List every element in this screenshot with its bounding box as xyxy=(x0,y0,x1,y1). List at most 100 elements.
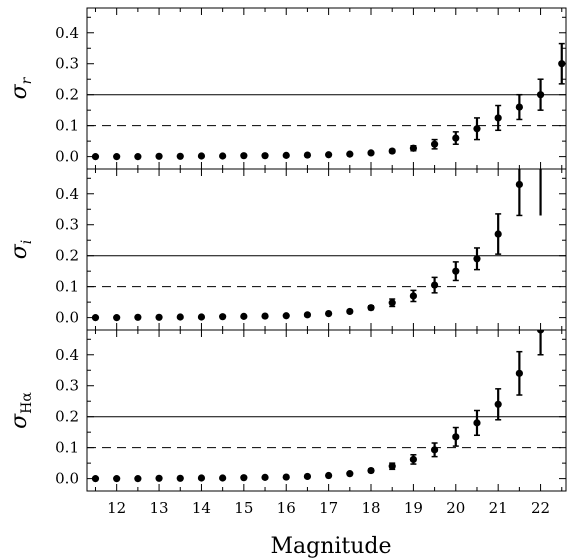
data-point-r-3 xyxy=(155,152,163,160)
y-tick-label-i-2: 0.2 xyxy=(55,247,79,265)
data-point-i-16 xyxy=(430,281,439,289)
data-point-ha-8 xyxy=(261,473,269,481)
y-tick-label-ha-4: 0.4 xyxy=(55,346,79,364)
data-point-r-1 xyxy=(113,153,121,161)
panel-frame-r xyxy=(86,7,567,170)
data-point-r-19 xyxy=(494,114,502,122)
y-tick-label-r-0: 0.0 xyxy=(55,148,79,166)
data-point-i-5 xyxy=(197,313,206,321)
data-point-ha-9 xyxy=(282,473,290,481)
data-point-r-10 xyxy=(303,151,312,159)
data-point-r-18 xyxy=(473,125,481,133)
y-axis-label-ha: σHα xyxy=(7,392,35,429)
y-tick-label-ha-0: 0.0 xyxy=(55,470,79,488)
panel-frame-ha xyxy=(86,329,567,492)
data-point-ha-0 xyxy=(91,475,100,483)
data-point-ha-6 xyxy=(219,474,227,482)
data-point-r-15 xyxy=(409,144,417,152)
data-point-i-8 xyxy=(261,312,269,320)
y-tick-label-ha-3: 0.3 xyxy=(55,377,79,395)
data-point-r-20 xyxy=(515,103,523,111)
panel-r: 0.0 0.1 0.2 0.3 0.4 σr xyxy=(7,7,567,170)
data-point-i-13 xyxy=(367,304,375,312)
data-point-ha-1 xyxy=(113,475,121,483)
data-point-ha-18 xyxy=(473,419,481,427)
y-tick-label-r-4: 0.4 xyxy=(55,24,79,42)
data-point-ha-19 xyxy=(494,400,502,408)
data-point-ha-2 xyxy=(134,475,142,483)
series-r xyxy=(91,42,566,161)
data-point-ha-4 xyxy=(176,474,184,482)
y-tick-label-r-1: 0.1 xyxy=(55,117,79,135)
panel-i: 0.0 0.1 0.2 0.3 0.4 σi xyxy=(7,168,567,331)
data-point-r-9 xyxy=(282,151,290,159)
data-point-ha-16 xyxy=(430,446,439,454)
data-point-i-15 xyxy=(409,292,417,300)
y-axis-label-sub-i: i xyxy=(19,240,35,244)
data-point-ha-17 xyxy=(452,433,460,441)
data-point-i-19 xyxy=(494,230,502,238)
data-point-ha-20 xyxy=(515,369,523,377)
panel-frame-i xyxy=(86,168,567,331)
data-point-r-16 xyxy=(430,140,439,148)
x-tick-label-10: 22 xyxy=(531,499,550,517)
data-point-ha-11 xyxy=(325,471,333,480)
data-point-r-14 xyxy=(388,147,396,155)
data-point-r-17 xyxy=(452,134,460,142)
data-point-i-2 xyxy=(134,313,142,321)
y-tick-label-i-1: 0.1 xyxy=(55,278,79,296)
data-point-i-14 xyxy=(388,299,396,307)
y-tick-label-ha-1: 0.1 xyxy=(55,439,79,457)
data-point-ha-15 xyxy=(409,455,417,464)
series-ha xyxy=(91,330,545,483)
x-tick-label-7: 19 xyxy=(404,499,423,517)
panels-layer: 0.00.10.20.30.4σr0.00.10.20.30.4σi0.00.1… xyxy=(7,7,567,517)
data-point-r-12 xyxy=(346,150,354,158)
panel-ha: 0.0 0.1 0.2 0.3 0.4 σHα xyxy=(7,329,567,492)
y-axis-label-sub-ha: Hα xyxy=(19,392,35,414)
data-point-ha-14 xyxy=(388,462,396,470)
data-point-i-6 xyxy=(219,313,227,321)
data-point-i-17 xyxy=(452,267,460,275)
y-axis-label-base-r: σ xyxy=(7,83,32,99)
data-point-ha-10 xyxy=(303,472,312,481)
x-tick-label-5: 17 xyxy=(319,499,338,517)
data-point-r-8 xyxy=(261,152,269,160)
data-point-i-4 xyxy=(176,313,184,321)
data-point-i-20 xyxy=(515,180,523,189)
data-point-i-12 xyxy=(346,307,354,316)
x-tick-label-0: 12 xyxy=(107,499,126,517)
x-tick-label-3: 15 xyxy=(234,499,253,517)
y-tick-label-r-3: 0.3 xyxy=(55,55,79,73)
data-point-i-7 xyxy=(240,312,248,320)
data-point-r-7 xyxy=(240,152,248,160)
data-point-i-9 xyxy=(282,312,290,320)
y-axis-label-base-i: σ xyxy=(7,243,32,259)
y-axis-label-r: σr xyxy=(7,76,35,99)
x-tick-label-6: 18 xyxy=(361,499,380,517)
data-point-i-18 xyxy=(473,255,481,263)
data-point-ha-5 xyxy=(197,474,206,482)
data-point-r-2 xyxy=(134,153,142,161)
y-tick-label-i-4: 0.4 xyxy=(55,185,79,203)
x-tick-label-8: 20 xyxy=(446,499,465,517)
y-axis-label-sub-r: r xyxy=(19,76,35,84)
series-i xyxy=(91,169,542,322)
data-point-r-4 xyxy=(176,152,184,160)
data-point-r-11 xyxy=(325,151,333,159)
y-tick-label-ha-2: 0.2 xyxy=(55,408,79,426)
x-tick-label-4: 16 xyxy=(277,499,296,517)
data-point-i-3 xyxy=(155,313,163,321)
data-point-ha-12 xyxy=(346,470,354,478)
data-point-r-6 xyxy=(219,152,227,160)
data-point-i-0 xyxy=(91,314,100,322)
y-tick-label-i-3: 0.3 xyxy=(55,216,79,234)
y-tick-label-r-2: 0.2 xyxy=(55,86,79,104)
data-point-r-13 xyxy=(367,149,375,157)
data-point-r-5 xyxy=(197,152,206,160)
y-axis-label-i: σi xyxy=(7,240,35,260)
x-tick-label-2: 14 xyxy=(192,499,211,517)
data-point-ha-7 xyxy=(240,474,248,482)
data-point-r-21 xyxy=(536,91,545,99)
